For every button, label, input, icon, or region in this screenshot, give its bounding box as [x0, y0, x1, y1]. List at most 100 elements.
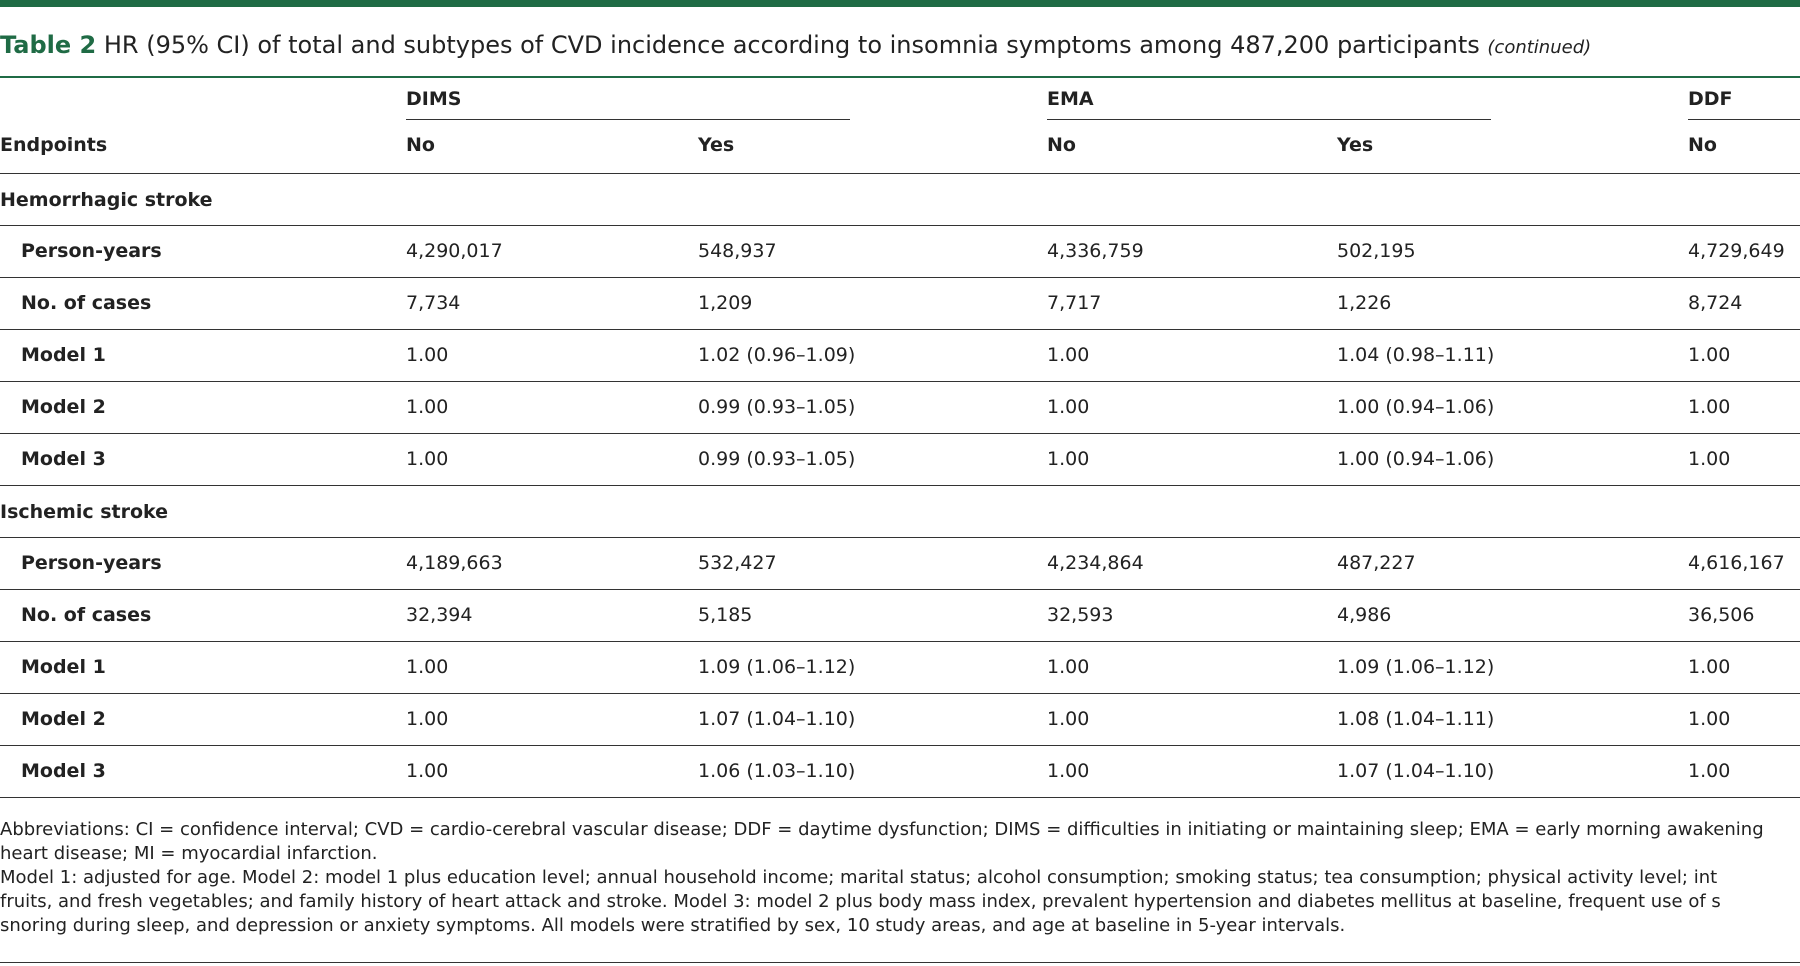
title-label: Table 2	[0, 31, 97, 59]
cell: 0.99 (0.93–1.05)	[698, 448, 856, 470]
row-rule	[0, 381, 1800, 382]
column-header: Endpoints	[0, 134, 108, 156]
footnote: snoring during sleep, and depression or …	[0, 915, 1346, 936]
cell: 7,717	[1047, 292, 1102, 314]
cell: 532,427	[698, 552, 777, 574]
cell: 1.07 (1.04–1.10)	[698, 708, 856, 730]
cell: 1.00	[406, 708, 449, 730]
footnote: Model 1: adjusted for age. Model 2: mode…	[0, 867, 1718, 888]
cell: 1.00	[1688, 448, 1731, 470]
group-header: DDF	[1688, 88, 1733, 110]
row-label: No. of cases	[21, 292, 152, 314]
cell: 1.00	[1688, 656, 1731, 678]
section-title: Ischemic stroke	[0, 501, 169, 523]
column-header: No	[406, 134, 435, 156]
cell: 1.00	[1047, 448, 1090, 470]
cell: 1.09 (1.06–1.12)	[1337, 656, 1495, 678]
cell: 1.00	[1047, 396, 1090, 418]
footnote: Abbreviations: CI = confidence interval;…	[0, 819, 1764, 840]
cell: 1.04 (0.98–1.11)	[1337, 344, 1495, 366]
row-label: Model 2	[21, 396, 106, 418]
cell: 502,195	[1337, 240, 1416, 262]
cell: 1.00	[406, 760, 449, 782]
title-rule	[0, 76, 1800, 78]
cell: 4,986	[1337, 604, 1392, 626]
cell: 5,185	[698, 604, 753, 626]
cell: 1,226	[1337, 292, 1392, 314]
group-rule	[1047, 119, 1491, 120]
cell: 1.00 (0.94–1.06)	[1337, 396, 1495, 418]
cell: 1.00	[406, 396, 449, 418]
cell: 1.00	[1688, 396, 1731, 418]
row-label: Model 3	[21, 760, 106, 782]
cell: 7,734	[406, 292, 461, 314]
row-rule	[0, 693, 1800, 694]
cell: 1.09 (1.06–1.12)	[698, 656, 856, 678]
header-rule	[0, 173, 1800, 174]
cell: 32,394	[406, 604, 473, 626]
row-rule	[0, 797, 1800, 798]
title-note: (continued)	[1487, 37, 1592, 58]
cell: 1.00	[406, 656, 449, 678]
cell: 36,506	[1688, 604, 1755, 626]
row-label: Person-years	[21, 552, 162, 574]
cell: 4,616,167	[1688, 552, 1785, 574]
cell: 1.00	[1047, 656, 1090, 678]
section-title: Hemorrhagic stroke	[0, 189, 213, 211]
row-rule	[0, 485, 1800, 486]
row-rule	[0, 537, 1800, 538]
cell: 1.00	[1047, 708, 1090, 730]
cell: 8,724	[1688, 292, 1743, 314]
group-rule	[406, 119, 850, 120]
row-label: Model 2	[21, 708, 106, 730]
row-rule	[0, 433, 1800, 434]
cell: 1.07 (1.04–1.10)	[1337, 760, 1495, 782]
footnote: fruits, and fresh vegetables; and family…	[0, 891, 1721, 912]
row-label: Model 1	[21, 656, 106, 678]
cell: 1.00	[1047, 344, 1090, 366]
group-header: EMA	[1047, 88, 1094, 110]
cell: 1.00 (0.94–1.06)	[1337, 448, 1495, 470]
row-rule	[0, 641, 1800, 642]
row-rule	[0, 745, 1800, 746]
cell: 32,593	[1047, 604, 1114, 626]
row-rule	[0, 329, 1800, 330]
bottom-rule	[0, 962, 1800, 963]
column-header: No	[1688, 134, 1717, 156]
cell: 1.02 (0.96–1.09)	[698, 344, 856, 366]
footnote: heart disease; MI = myocardial infarctio…	[0, 843, 378, 864]
column-header: Yes	[698, 134, 735, 156]
column-header: No	[1047, 134, 1076, 156]
cell: 1.00	[1688, 760, 1731, 782]
cell: 1.00	[406, 448, 449, 470]
cell: 1.06 (1.03–1.10)	[698, 760, 856, 782]
cell: 1.00	[1047, 760, 1090, 782]
cell: 548,937	[698, 240, 777, 262]
cell: 1.00	[1688, 708, 1731, 730]
cell: 1.08 (1.04–1.11)	[1337, 708, 1495, 730]
row-label: Person-years	[21, 240, 162, 262]
cell: 0.99 (0.93–1.05)	[698, 396, 856, 418]
cell: 1,209	[698, 292, 753, 314]
group-header: DIMS	[406, 88, 462, 110]
cell: 1.00	[1688, 344, 1731, 366]
cell: 4,290,017	[406, 240, 503, 262]
row-rule	[0, 589, 1800, 590]
row-rule	[0, 277, 1800, 278]
row-label: Model 3	[21, 448, 106, 470]
row-label: Model 1	[21, 344, 106, 366]
column-header: Yes	[1337, 134, 1374, 156]
title-text: HR (95% CI) of total and subtypes of CVD…	[103, 31, 1480, 59]
group-rule	[1688, 119, 1800, 120]
cell: 4,234,864	[1047, 552, 1144, 574]
top-bar	[0, 0, 1800, 7]
cell: 4,189,663	[406, 552, 503, 574]
cell: 487,227	[1337, 552, 1416, 574]
row-rule	[0, 225, 1800, 226]
title: Table 2 HR (95% CI) of total and subtype…	[0, 30, 1591, 63]
row-label: No. of cases	[21, 604, 152, 626]
cell: 4,336,759	[1047, 240, 1144, 262]
cell: 1.00	[406, 344, 449, 366]
cell: 4,729,649	[1688, 240, 1785, 262]
